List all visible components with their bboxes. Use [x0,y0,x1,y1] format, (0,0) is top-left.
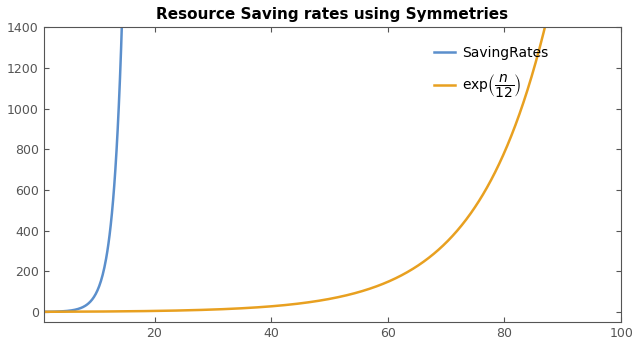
Title: Resource Saving rates using Symmetries: Resource Saving rates using Symmetries [156,7,508,22]
Legend: SavingRates, $\exp\!\left(\dfrac{n}{12}\right)$: SavingRates, $\exp\!\left(\dfrac{n}{12}\… [429,40,554,105]
